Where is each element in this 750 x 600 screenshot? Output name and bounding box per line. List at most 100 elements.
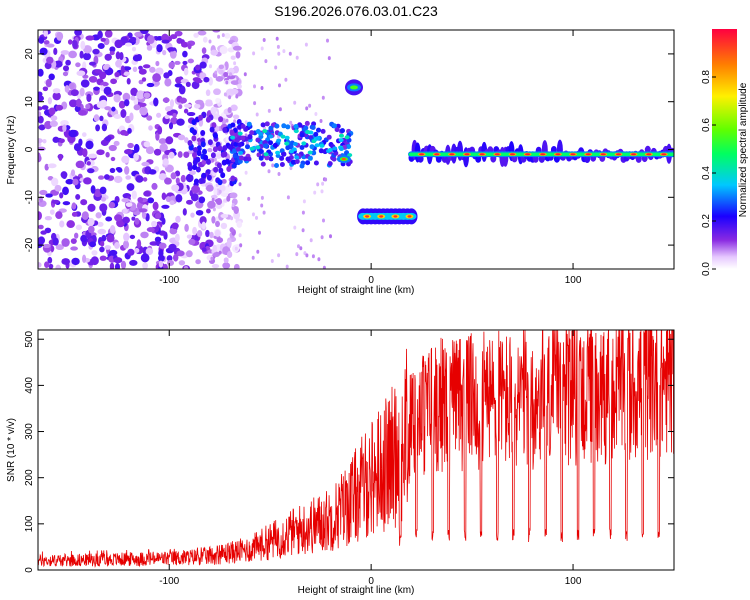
noise-dot bbox=[100, 139, 109, 146]
onset-blob bbox=[212, 146, 218, 153]
snr-xtick-label: 0 bbox=[368, 576, 374, 587]
noise-dot bbox=[47, 97, 53, 105]
carrier-left-hot bbox=[338, 147, 344, 151]
noise-dot bbox=[162, 49, 167, 56]
sparse-dot bbox=[210, 256, 214, 261]
noise-dot bbox=[183, 265, 189, 269]
noise-dot bbox=[74, 30, 83, 36]
noise-dot bbox=[99, 186, 107, 195]
carrier-left-blob bbox=[313, 160, 319, 166]
noise-dot bbox=[229, 227, 235, 233]
onset-blob bbox=[220, 172, 226, 179]
noise-dot bbox=[226, 250, 233, 259]
noise-dot bbox=[88, 61, 97, 66]
noise-dot bbox=[132, 66, 138, 72]
noise-dot bbox=[47, 163, 57, 169]
noise-dot bbox=[199, 72, 207, 80]
noise-dot bbox=[46, 56, 54, 65]
carrier-left-blob bbox=[285, 156, 291, 162]
noise-dot bbox=[168, 61, 175, 69]
sparse-dot bbox=[212, 207, 216, 212]
noise-dot bbox=[143, 190, 151, 197]
noise-dot bbox=[46, 43, 55, 48]
carrier-left-hot bbox=[238, 150, 244, 155]
noise-dot bbox=[133, 152, 139, 161]
noise-dot bbox=[164, 177, 172, 185]
noise-dot bbox=[138, 102, 147, 108]
noise-dot bbox=[146, 227, 155, 233]
noise-dot bbox=[195, 64, 201, 71]
colorbar-gradient bbox=[712, 29, 737, 269]
main-carrier-peak bbox=[510, 153, 515, 156]
noise-dot bbox=[141, 161, 150, 167]
noise-dot bbox=[145, 213, 150, 222]
noise-dot bbox=[55, 211, 63, 220]
noise-dot bbox=[38, 153, 41, 162]
noise-dot bbox=[188, 238, 196, 246]
sparse-dot bbox=[282, 49, 286, 54]
noise-dot bbox=[114, 214, 123, 222]
lower-line-peak bbox=[379, 215, 384, 218]
noise-dot bbox=[178, 260, 186, 266]
noise-dot bbox=[126, 78, 131, 85]
snr-ylabel: SNR (10 * v/v) bbox=[6, 418, 17, 482]
carrier-left-blob bbox=[297, 122, 303, 128]
carrier-left-hot bbox=[327, 147, 333, 152]
noise-dot bbox=[88, 76, 98, 83]
carrier-left-hot bbox=[230, 135, 236, 140]
noise-dot bbox=[54, 60, 63, 68]
noise-dot bbox=[154, 81, 160, 86]
noise-dot bbox=[111, 106, 116, 112]
sparse-dot bbox=[295, 252, 299, 257]
noise-dot bbox=[205, 100, 213, 107]
noise-dot bbox=[191, 81, 200, 90]
noise-dot bbox=[52, 91, 61, 101]
noise-dot bbox=[145, 247, 154, 256]
carrier-left-blob bbox=[294, 159, 300, 164]
snr-ytick-label: 0 bbox=[24, 567, 35, 573]
noise-dot bbox=[52, 237, 59, 246]
noise-dot bbox=[221, 178, 227, 184]
noise-dot bbox=[71, 257, 80, 266]
noise-dot bbox=[49, 209, 55, 215]
noise-dot bbox=[70, 246, 78, 251]
noise-dot bbox=[121, 155, 130, 164]
onset-blob bbox=[213, 166, 219, 173]
noise-dot bbox=[64, 85, 70, 93]
noise-dot bbox=[113, 257, 123, 264]
noise-dot bbox=[152, 201, 159, 211]
noise-dot bbox=[68, 82, 75, 90]
noise-dot bbox=[228, 185, 233, 193]
noise-dot bbox=[184, 137, 189, 143]
carrier-left-blob bbox=[227, 144, 233, 150]
noise-dot bbox=[195, 209, 204, 216]
noise-dot bbox=[44, 261, 50, 269]
sparse-dot bbox=[288, 51, 292, 56]
noise-dot bbox=[82, 254, 87, 264]
sparse-dot bbox=[252, 212, 255, 217]
noise-dot bbox=[62, 201, 71, 206]
noise-dot bbox=[114, 39, 123, 49]
colorbar-label: Normalized spectral amplitude bbox=[738, 82, 749, 217]
noise-dot bbox=[131, 46, 137, 52]
noise-dot bbox=[151, 182, 158, 190]
sparse-dot bbox=[235, 94, 239, 99]
noise-dot bbox=[104, 245, 112, 250]
carrier-left-blob bbox=[231, 163, 237, 169]
noise-dot bbox=[104, 30, 113, 38]
carrier-left-blob bbox=[304, 120, 310, 126]
onset-blob bbox=[218, 116, 224, 123]
noise-dot bbox=[172, 253, 179, 262]
sparse-dot bbox=[243, 72, 247, 77]
sparse-dot bbox=[223, 92, 227, 97]
noise-dot bbox=[59, 220, 65, 228]
noise-dot bbox=[219, 45, 228, 55]
sparse-dot bbox=[231, 203, 235, 208]
sparse-dot bbox=[320, 235, 324, 240]
spectrogram-xtick-label: -100 bbox=[159, 275, 179, 286]
sparse-dot bbox=[262, 210, 266, 215]
noise-dot bbox=[66, 220, 75, 229]
noise-dot bbox=[194, 103, 201, 109]
noise-dot bbox=[229, 192, 238, 199]
